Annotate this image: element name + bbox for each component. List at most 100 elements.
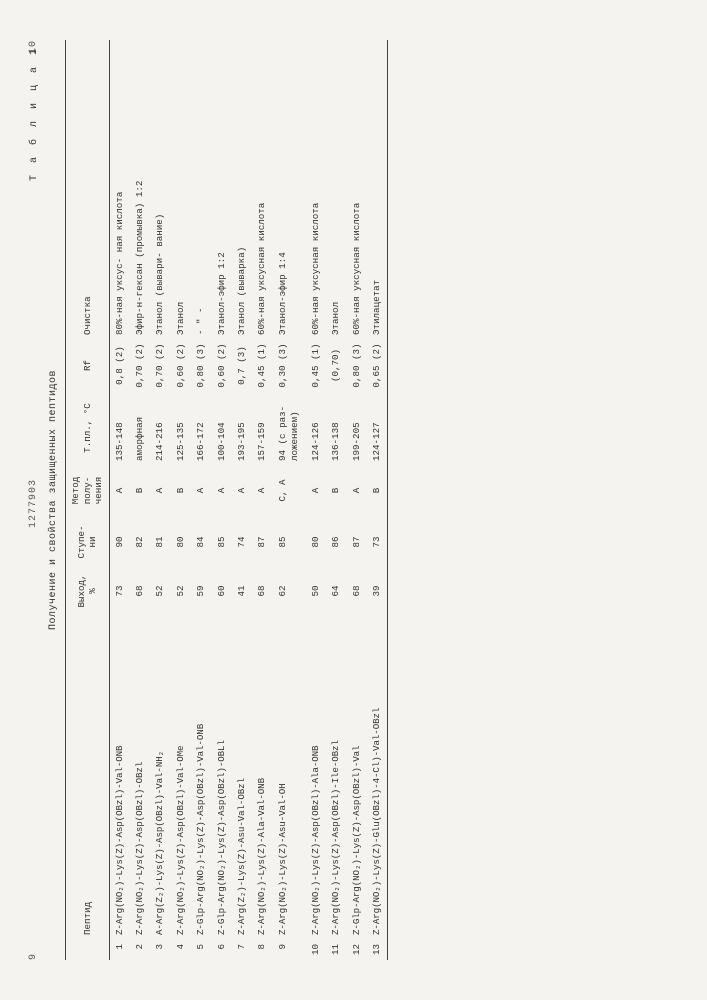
cell-peptide: Z-Arg(NO₂)-Lys(Z)-Asp(OBzl)-OBzl — [130, 616, 150, 938]
cell-step: 80 — [171, 518, 191, 566]
cell-number: 2 — [130, 938, 150, 960]
cell-method: B — [171, 463, 191, 518]
cell-mp: 199-205 — [347, 393, 367, 463]
cell-rf: (0,70) — [326, 338, 346, 393]
table-row: 9Z-Arg(NO₂)-Lys(Z)-Asu-Val-OH6285C, A94 … — [273, 40, 306, 960]
cell-method: A — [232, 463, 252, 518]
cell-yield: 52 — [150, 566, 170, 616]
cell-number: 3 — [150, 938, 170, 960]
cell-purification: Этанол — [171, 40, 191, 338]
cell-peptide: Z-Glp-Arg(NO₂)-Lys(Z)-Asp(OBzl)-OBLl — [212, 616, 232, 938]
cell-rf: 0,7 (3) — [232, 338, 252, 393]
cell-method: B — [326, 463, 346, 518]
cell-mp: 124-127 — [367, 393, 388, 463]
cell-yield: 68 — [252, 566, 272, 616]
cell-purification: Этанол — [326, 40, 346, 338]
cell-peptide: Z-Glp-Arg(NO₂)-Lys(Z)-Asp(OBzl)-Val-ONB — [191, 616, 211, 938]
cell-yield: 68 — [130, 566, 150, 616]
cell-peptide: Z-Arg(NO₂)-Lys(Z)-Asp(OBzl)-Ile-OBzl — [326, 616, 346, 938]
cell-purification: Эфир-н-гексан (промывка) 1:2 — [130, 40, 150, 338]
cell-mp: 124-126 — [306, 393, 326, 463]
document-code: 1277903 — [28, 479, 39, 528]
cell-peptide: Z-Glp-Arg(NO₂)-Lys(Z)-Asp(OBzl)-Val — [347, 616, 367, 938]
cell-step: 74 — [232, 518, 252, 566]
col-number — [66, 938, 110, 960]
cell-number: 7 — [232, 938, 252, 960]
cell-rf: 0,30 (3) — [273, 338, 306, 393]
cell-peptide: Z-Arg(NO₂)-Lys(Z)-Asp(OBzl)-Val-ONB — [109, 616, 130, 938]
table-row: 10Z-Arg(NO₂)-Lys(Z)-Asp(OBzl)-Ala-ONB508… — [306, 40, 326, 960]
cell-purification: 60%-ная уксусная кислота — [252, 40, 272, 338]
cell-mp: 135-148 — [109, 393, 130, 463]
table-row: 3A-Arg(Z₂)-Lys(Z)-Asp(OBzl)-Val-NH₂5281A… — [150, 40, 170, 960]
cell-number: 11 — [326, 938, 346, 960]
table-row: 1Z-Arg(NO₂)-Lys(Z)-Asp(OBzl)-Val-ONB7390… — [109, 40, 130, 960]
cell-peptide: Z-Arg(NO₂)-Lys(Z)-Asp(OBzl)-Ala-ONB — [306, 616, 326, 938]
cell-peptide: A-Arg(Z₂)-Lys(Z)-Asp(OBzl)-Val-NH₂ — [150, 616, 170, 938]
cell-number: 8 — [252, 938, 272, 960]
cell-yield: 73 — [109, 566, 130, 616]
cell-purification: Этанол (вывари- вание) — [150, 40, 170, 338]
page-container: 9 1277903 10 Т а б л и ц а 1 Получение и… — [0, 0, 707, 1000]
cell-method: A — [109, 463, 130, 518]
col-method: Метод полу- чения — [66, 463, 110, 518]
cell-method: C, A — [273, 463, 306, 518]
table-row: 11Z-Arg(NO₂)-Lys(Z)-Asp(OBzl)-Ile-OBzl64… — [326, 40, 346, 960]
cell-mp: 94 (с раз- ложением) — [273, 393, 306, 463]
cell-mp: 166-172 — [191, 393, 211, 463]
cell-rf: 0,8 (2) — [109, 338, 130, 393]
cell-rf: 0,80 (3) — [347, 338, 367, 393]
cell-yield: 41 — [232, 566, 252, 616]
cell-method: A — [212, 463, 232, 518]
cell-rf: 0,65 (2) — [367, 338, 388, 393]
table-row: 5Z-Glp-Arg(NO₂)-Lys(Z)-Asp(OBzl)-Val-ONB… — [191, 40, 211, 960]
cell-yield: 60 — [212, 566, 232, 616]
cell-mp: 214-216 — [150, 393, 170, 463]
cell-mp: 157-159 — [252, 393, 272, 463]
cell-method: A — [150, 463, 170, 518]
cell-mp: 193-195 — [232, 393, 252, 463]
col-peptide: Пептид — [66, 616, 110, 938]
cell-step: 87 — [347, 518, 367, 566]
cell-method: B — [367, 463, 388, 518]
cell-yield: 59 — [191, 566, 211, 616]
cell-method: A — [252, 463, 272, 518]
cell-number: 5 — [191, 938, 211, 960]
cell-rf: 0,60 (2) — [171, 338, 191, 393]
cell-step: 85 — [273, 518, 306, 566]
table-row: 6Z-Glp-Arg(NO₂)-Lys(Z)-Asp(OBzl)-OBLl608… — [212, 40, 232, 960]
cell-step: 86 — [326, 518, 346, 566]
cell-number: 13 — [367, 938, 388, 960]
table-row: 2Z-Arg(NO₂)-Lys(Z)-Asp(OBzl)-OBzl6882Bам… — [130, 40, 150, 960]
cell-yield: 52 — [171, 566, 191, 616]
cell-number: 4 — [171, 938, 191, 960]
cell-purification: 80%-ная уксус- ная кислота — [109, 40, 130, 338]
cell-step: 81 — [150, 518, 170, 566]
cell-step: 87 — [252, 518, 272, 566]
table-row: 12Z-Glp-Arg(NO₂)-Lys(Z)-Asp(OBzl)-Val688… — [347, 40, 367, 960]
cell-step: 80 — [306, 518, 326, 566]
cell-yield: 64 — [326, 566, 346, 616]
cell-purification: Этанол-эфир 1:2 — [212, 40, 232, 338]
cell-step: 82 — [130, 518, 150, 566]
table-row: 8Z-Arg(NO₂)-Lys(Z)-Ala-Val-ONB6887A157-1… — [252, 40, 272, 960]
table-header-row: Пептид Выход, % Ступе- ни Метод полу- че… — [66, 40, 110, 960]
cell-yield: 62 — [273, 566, 306, 616]
cell-peptide: Z-Arg(NO₂)-Lys(Z)-Glu(OBzl)-4-Cl)-Val-OB… — [367, 616, 388, 938]
col-yield: Выход, % — [66, 566, 110, 616]
cell-purification: - " - — [191, 40, 211, 338]
cell-method: A — [347, 463, 367, 518]
col-mp: Т.пл., °С — [66, 393, 110, 463]
cell-step: 90 — [109, 518, 130, 566]
table-row: 13Z-Arg(NO₂)-Lys(Z)-Glu(OBzl)-4-Cl)-Val-… — [367, 40, 388, 960]
cell-mp: 125-135 — [171, 393, 191, 463]
cell-rf: 0,45 (1) — [252, 338, 272, 393]
table-row: 4Z-Arg(NO₂)-Lys(Z)-Asp(OBzl)-Val-OMe5280… — [171, 40, 191, 960]
cell-yield: 50 — [306, 566, 326, 616]
cell-mp: аморфная — [130, 393, 150, 463]
cell-number: 6 — [212, 938, 232, 960]
cell-number: 9 — [273, 938, 306, 960]
cell-rf: 0,45 (1) — [306, 338, 326, 393]
cell-step: 84 — [191, 518, 211, 566]
cell-step: 73 — [367, 518, 388, 566]
